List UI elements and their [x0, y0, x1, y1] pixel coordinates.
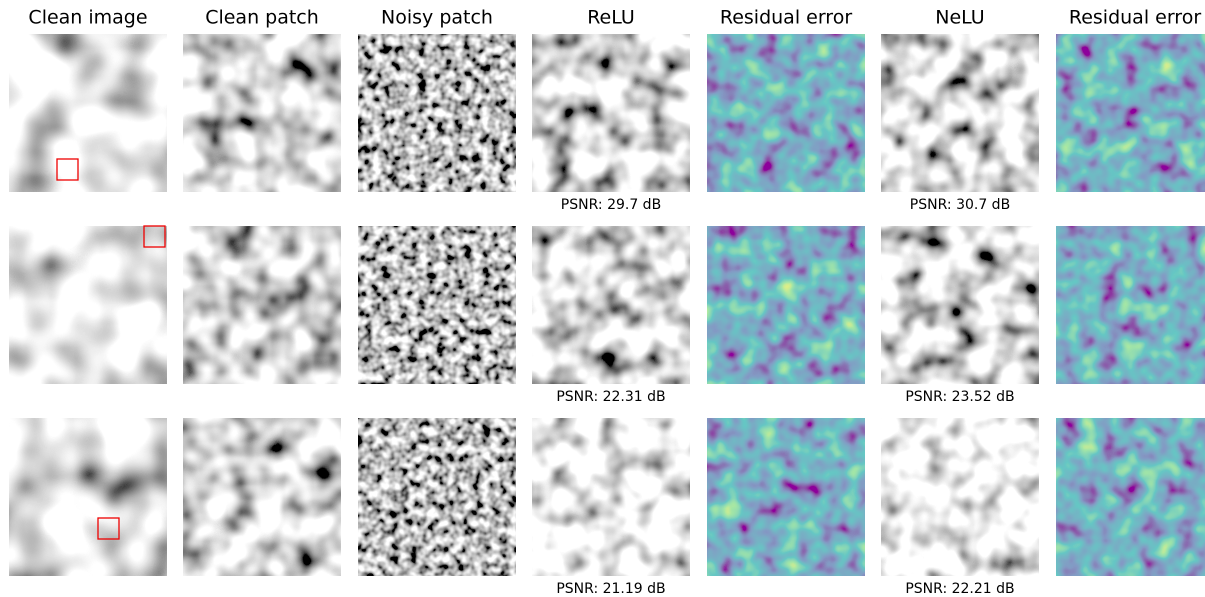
image [707, 34, 865, 192]
column-title: Noisy patch [381, 7, 493, 29]
image [881, 418, 1039, 576]
image [183, 34, 341, 192]
image [1056, 226, 1205, 384]
image [532, 418, 690, 576]
psnr-label: PSNR: 22.21 dB [905, 581, 1014, 597]
image [358, 34, 516, 192]
image [532, 226, 690, 384]
psnr-label: PSNR: 21.19 dB [556, 581, 665, 597]
column-title: Residual error [1069, 7, 1201, 29]
image [1056, 34, 1205, 192]
page: Clean image Clean patch Noisy patch ReLU Res… [0, 0, 1205, 597]
image [9, 34, 167, 192]
image [9, 418, 167, 576]
image [358, 418, 516, 576]
column-title: ReLU [587, 7, 635, 29]
image [183, 418, 341, 576]
image [9, 226, 167, 384]
image [707, 226, 865, 384]
psnr-label: PSNR: 30.7 dB [910, 197, 1010, 213]
image [1056, 418, 1205, 576]
image [532, 34, 690, 192]
image [707, 418, 865, 576]
psnr-label: PSNR: 23.52 dB [905, 389, 1014, 405]
column-title: Clean image [28, 7, 147, 29]
column-title: NeLU [935, 7, 984, 29]
column-title: Clean patch [205, 7, 319, 29]
column-title: Residual error [720, 7, 852, 29]
image [881, 34, 1039, 192]
psnr-label: PSNR: 22.31 dB [556, 389, 665, 405]
psnr-label: PSNR: 29.7 dB [561, 197, 661, 213]
image [183, 226, 341, 384]
figure: Clean image Clean patch Noisy patch ReLU Res… [0, 0, 1205, 597]
image [358, 226, 516, 384]
image [881, 226, 1039, 384]
